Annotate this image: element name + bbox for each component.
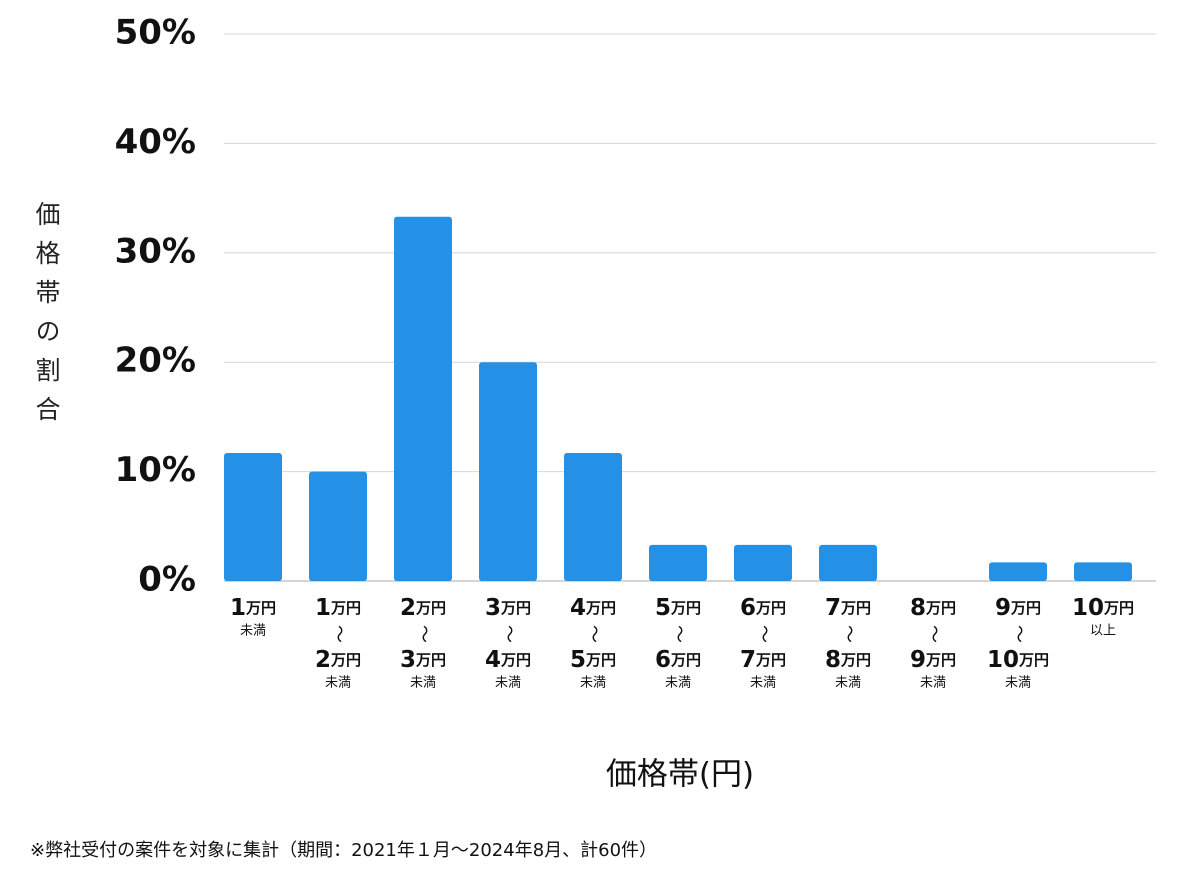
x-tick-label: 〜 — [838, 625, 859, 643]
x-tick-label: 4万円 — [485, 647, 531, 673]
y-tick-label: 30% — [115, 231, 196, 271]
x-tick-label: 10万円 — [987, 647, 1049, 673]
x-tick-label: 〜 — [328, 625, 349, 643]
x-tick-label: 未満 — [920, 676, 946, 691]
x-tick-label: 未満 — [325, 676, 351, 691]
x-tick-label: 未満 — [495, 676, 521, 691]
x-tick-label: 未満 — [410, 676, 436, 691]
x-tick-label: 5万円 — [655, 595, 701, 621]
x-tick-label: 4万円 — [570, 595, 616, 621]
x-tick-label: 2万円 — [315, 647, 361, 673]
x-tick-label: 未満 — [240, 624, 266, 639]
x-tick-label: 1万円 — [315, 595, 361, 621]
x-tick-label: 未満 — [665, 676, 691, 691]
x-tick-label: 〜 — [413, 625, 434, 643]
x-tick-label: 以上 — [1090, 624, 1116, 639]
y-tick-label: 0% — [138, 560, 196, 600]
bar — [989, 562, 1047, 581]
x-tick-label: 9万円 — [910, 647, 956, 673]
bar — [309, 471, 367, 581]
x-tick-label: 未満 — [580, 676, 606, 691]
bar — [479, 362, 537, 581]
x-tick-label: 7万円 — [740, 647, 786, 673]
x-tick-label: 未満 — [1005, 676, 1031, 691]
bar — [734, 544, 792, 581]
bar — [224, 453, 282, 581]
x-tick-label: 1万円 — [230, 595, 276, 621]
x-tick-label: 6万円 — [740, 595, 786, 621]
x-tick-label: 2万円 — [400, 595, 446, 621]
x-tick-label: 〜 — [753, 625, 774, 643]
x-tick-label: 〜 — [1008, 625, 1029, 643]
bar — [819, 544, 877, 581]
x-tick-label: 8万円 — [910, 595, 956, 621]
x-tick-label: 〜 — [668, 625, 689, 643]
x-tick-label: 8万円 — [825, 647, 871, 673]
y-tick-label: 10% — [115, 450, 196, 490]
x-tick-label: 未満 — [750, 676, 776, 691]
x-tick-label: 3万円 — [485, 595, 531, 621]
y-tick-label: 20% — [115, 341, 196, 381]
bar — [564, 453, 622, 581]
x-tick-label: 6万円 — [655, 647, 701, 673]
bar — [649, 544, 707, 581]
x-tick-label: 〜 — [583, 625, 604, 643]
x-tick-label: 7万円 — [825, 595, 871, 621]
y-tick-label: 50% — [115, 13, 196, 53]
x-tick-label: 5万円 — [570, 647, 616, 673]
y-tick-label: 40% — [115, 122, 196, 162]
bar — [394, 216, 452, 581]
bar — [1074, 562, 1132, 581]
x-tick-label: 〜 — [923, 625, 944, 643]
y-axis-title: 価格帯の割合 — [32, 201, 61, 435]
x-tick-label: 9万円 — [995, 595, 1041, 621]
footnote: ※弊社受付の案件を対象に集計（期間：2021年１月〜2024年8月、計60件） — [30, 840, 657, 861]
x-axis-title: 価格帯(円) — [606, 757, 754, 793]
x-tick-label: 未満 — [835, 676, 861, 691]
x-tick-label: 3万円 — [400, 647, 446, 673]
x-tick-label: 〜 — [498, 625, 519, 643]
x-tick-label: 10万円 — [1072, 595, 1134, 621]
